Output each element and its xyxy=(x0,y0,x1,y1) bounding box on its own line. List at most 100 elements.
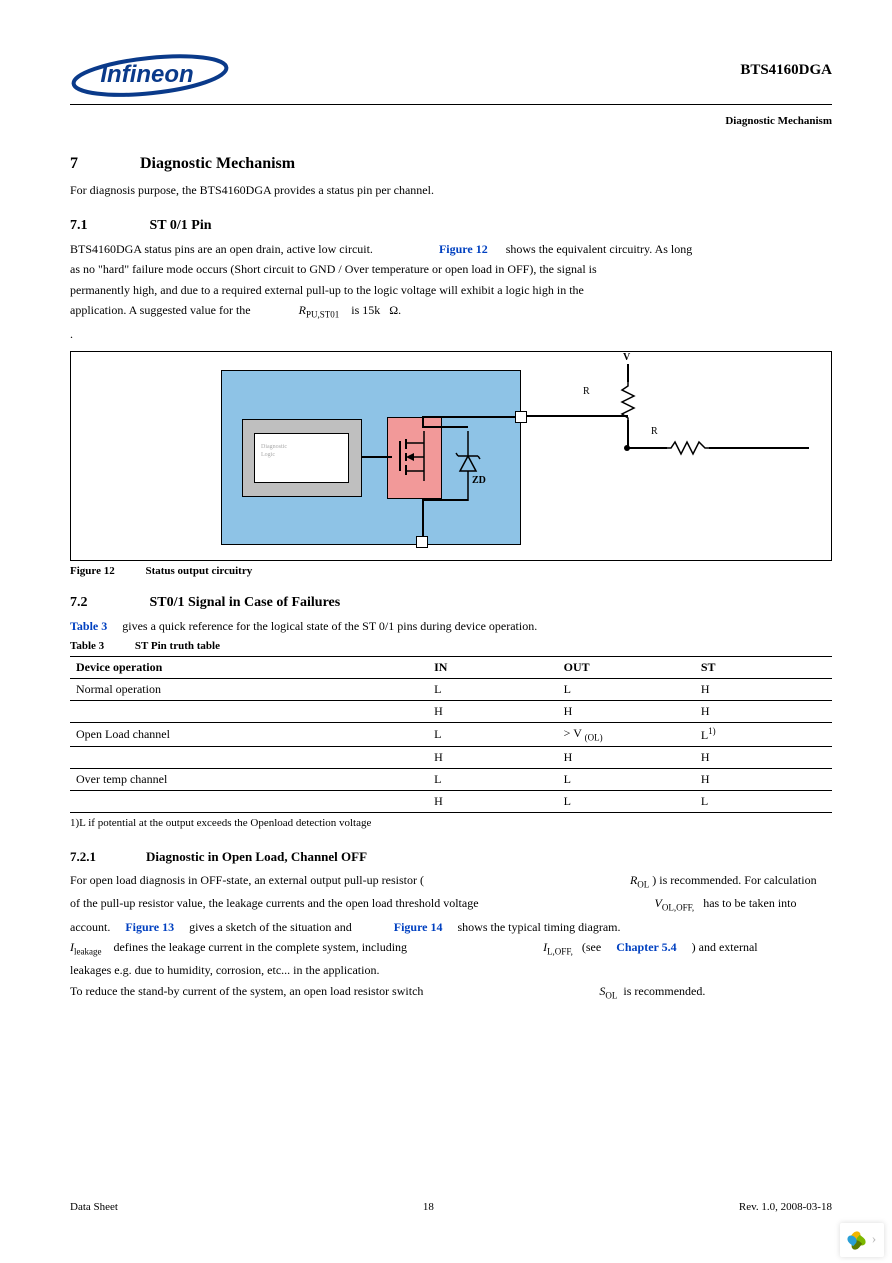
product-code: BTS4160DGA xyxy=(740,62,832,79)
r2-label: R xyxy=(651,426,658,437)
wire xyxy=(422,499,468,501)
figure-13-link[interactable]: Figure 13 xyxy=(125,920,174,934)
table-cell: Open Load channel xyxy=(70,722,428,746)
table-cell: H xyxy=(428,700,558,722)
sec71-line3: permanently high, and due to a required … xyxy=(70,281,832,300)
table-cell: L xyxy=(558,678,695,700)
footer-page: 18 xyxy=(423,1201,434,1213)
heading-num: 7.2.1 xyxy=(70,849,96,865)
col-st: ST xyxy=(695,656,832,678)
node-dot xyxy=(624,445,630,451)
text: For open load diagnosis in OFF-state, an… xyxy=(70,873,424,887)
heading-7-2-1: 7.2.1 Diagnostic in Open Load, Channel O… xyxy=(70,849,832,865)
symbol-ROL-sub: OL xyxy=(637,879,649,889)
sec72-line1: Table 3 gives a quick reference for the … xyxy=(70,617,832,636)
figure-12-caption: Figure 12 Status output circuitry xyxy=(70,565,832,577)
wire xyxy=(362,456,392,458)
table-cell: H xyxy=(428,746,558,768)
table-cell: L1) xyxy=(695,722,832,746)
wire xyxy=(627,364,629,382)
text: is recommended. xyxy=(623,984,705,998)
footer-left: Data Sheet xyxy=(70,1201,118,1213)
table-cell: Normal operation xyxy=(70,678,428,700)
table-cell: H xyxy=(558,746,695,768)
zd-label: ZD xyxy=(472,475,486,486)
table-cell xyxy=(70,746,428,768)
page-footer: Data Sheet 18 Rev. 1.0, 2008-03-18 xyxy=(70,1201,832,1213)
chevron-right-icon: › xyxy=(872,1232,877,1248)
table-row: Over temp channelLLH xyxy=(70,768,832,790)
table-3-link[interactable]: Table 3 xyxy=(70,619,107,633)
table-cell: L xyxy=(428,678,558,700)
table-cell: H xyxy=(695,700,832,722)
symbol-SOL-sub: OL xyxy=(605,990,617,1000)
table-row: HHH xyxy=(70,746,832,768)
table-title: ST Pin truth table xyxy=(135,640,220,652)
table-cell: Over temp channel xyxy=(70,768,428,790)
mosfet-icon xyxy=(394,431,436,481)
table-row: Open Load channelL> V (OL)L1) xyxy=(70,722,832,746)
flower-icon xyxy=(848,1231,866,1249)
sec721-l4: Ileakage defines the leakage current in … xyxy=(70,938,832,959)
caption-tag: Figure 12 xyxy=(70,565,115,577)
caption-text: Status output circuitry xyxy=(145,565,252,577)
wire xyxy=(422,499,424,537)
viewer-corner-widget[interactable]: › xyxy=(840,1223,884,1257)
ohm: Ω. xyxy=(389,303,401,317)
table-cell: H xyxy=(428,790,558,812)
table-cell: H xyxy=(695,768,832,790)
symbol-VOLOFF: V xyxy=(655,896,662,910)
footer-rev: Rev. 1.0, 2008-03-18 xyxy=(739,1201,832,1213)
table-cell: L xyxy=(695,790,832,812)
table-tag: Table 3 xyxy=(70,640,104,652)
table-3-caption: Table 3 ST Pin truth table xyxy=(70,640,832,652)
heading-7-2: 7.2 ST0/1 Signal in Case of Failures xyxy=(70,595,832,611)
heading-title: ST 0/1 Pin xyxy=(150,218,212,234)
col-in: IN xyxy=(428,656,558,678)
table-cell xyxy=(70,790,428,812)
wire xyxy=(422,416,424,428)
table-cell: H xyxy=(695,678,832,700)
heading-num: 7.2 xyxy=(70,595,88,611)
dot: . xyxy=(70,325,832,344)
logic-inner: DiagnosticLogic xyxy=(254,433,349,483)
table-cell: L xyxy=(558,790,695,812)
heading-7: 7 Diagnostic Mechanism xyxy=(70,155,832,173)
text: BTS4160DGA status pins are an open drain… xyxy=(70,242,373,256)
figure-12-diagram: DiagnosticLogic xyxy=(70,351,832,561)
text: gives a sketch of the situation and xyxy=(189,920,352,934)
chip-body: DiagnosticLogic xyxy=(221,370,521,545)
table-cell: L xyxy=(558,768,695,790)
svg-text:Infineon: Infineon xyxy=(100,61,193,88)
heading-title: ST0/1 Signal in Case of Failures xyxy=(150,595,341,611)
table-3: Device operation IN OUT ST Normal operat… xyxy=(70,656,832,813)
header-rule xyxy=(70,104,832,105)
heading-title: Diagnostic Mechanism xyxy=(140,155,295,173)
sec721-l3: account. Figure 13 gives a sketch of the… xyxy=(70,918,832,937)
chapter-5-4-link[interactable]: Chapter 5.4 xyxy=(616,940,676,954)
heading-7-1: 7.1 ST 0/1 Pin xyxy=(70,218,832,234)
text: defines the leakage current in the compl… xyxy=(113,940,407,954)
table-cell: L xyxy=(428,768,558,790)
heading-title: Diagnostic in Open Load, Channel OFF xyxy=(146,849,367,865)
figure-14-link[interactable]: Figure 14 xyxy=(394,920,443,934)
sec71-line2: as no "hard" failure mode occurs (Short … xyxy=(70,260,832,279)
text: To reduce the stand-by current of the sy… xyxy=(70,984,423,998)
table-row: Normal operationLLH xyxy=(70,678,832,700)
table-cell: H xyxy=(558,700,695,722)
heading-num: 7 xyxy=(70,155,78,173)
text: ) is recommended. For calculation xyxy=(652,873,816,887)
text: account. xyxy=(70,920,110,934)
output-pad xyxy=(515,411,527,423)
text: is 15k xyxy=(351,303,380,317)
sec721-l2: of the pull-up resistor value, the leaka… xyxy=(70,894,832,915)
text: has to be taken into xyxy=(703,896,796,910)
col-out: OUT xyxy=(558,656,695,678)
wire xyxy=(627,420,629,448)
figure-12-link[interactable]: Figure 12 xyxy=(439,242,488,256)
symbol-VOLOFF-sub: OL,OFF, xyxy=(662,903,694,913)
text: ) and external xyxy=(692,940,758,954)
col-device-op: Device operation xyxy=(70,656,428,678)
text: application. A suggested value for the xyxy=(70,303,251,317)
table-row: HHH xyxy=(70,700,832,722)
